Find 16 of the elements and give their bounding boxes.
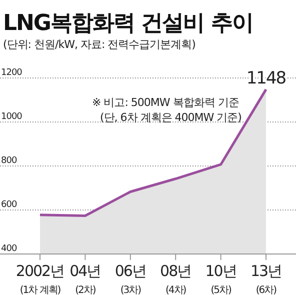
y-tick-label: 800	[1, 156, 18, 166]
annotation: ※ 비고: 500MW 복합화력 기준	[92, 96, 240, 109]
x-tick-label: 06년 (3차)	[114, 262, 146, 295]
x-tick-label: 04년 (2차)	[70, 262, 101, 295]
chart-title: LNG복합화력 건설비 추이	[3, 11, 253, 36]
y-tick-label: 1000	[1, 112, 23, 122]
x-tick-label: 2002년 (1차 계획)	[16, 262, 64, 295]
x-tick-label: 13년 (6차)	[250, 262, 282, 295]
x-tick-label: 08년 (4차)	[160, 262, 192, 295]
x-tick-label: 10년 (5차)	[205, 262, 236, 295]
y-tick-label: 600	[1, 200, 18, 210]
y-tick-label: 1200	[1, 68, 23, 78]
chart-subtitle: (단위: 천원/kW, 자료: 전력수급기본계획)	[3, 38, 196, 51]
annotation: (단, 6차 계획은 400MW 기준)	[100, 111, 242, 124]
y-tick-label: 400	[1, 244, 18, 254]
data-label: 1148	[246, 68, 286, 88]
